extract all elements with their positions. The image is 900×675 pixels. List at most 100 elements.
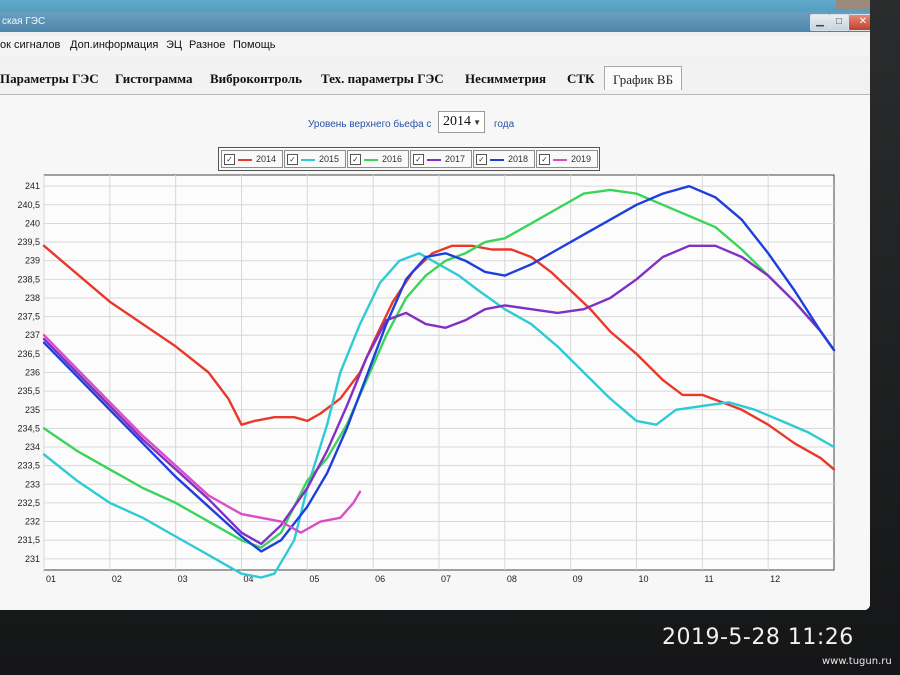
y-tick-label: 238,5 bbox=[17, 274, 40, 284]
minimize-button[interactable]: ▁ bbox=[810, 14, 830, 31]
tab-asymmetry[interactable]: Несимметрия bbox=[465, 71, 547, 86]
y-tick-label: 239 bbox=[25, 256, 40, 266]
x-tick-label: 10 bbox=[639, 574, 649, 584]
series-line-2016 bbox=[42, 188, 836, 549]
series-line-2019 bbox=[42, 334, 362, 534]
chevron-down-icon[interactable]: ▼ bbox=[473, 118, 481, 127]
legend-label: 2017 bbox=[445, 154, 466, 164]
legend-swatch bbox=[238, 159, 252, 161]
title-bar[interactable]: ская ГЭС ▁ □ ✕ bbox=[0, 12, 870, 32]
x-tick-label: 09 bbox=[573, 574, 583, 584]
y-tick-label: 231,5 bbox=[17, 535, 40, 545]
checkmark-icon[interactable]: ✓ bbox=[413, 154, 424, 165]
level-label: Уровень верхнего бьефа с bbox=[308, 119, 432, 130]
y-tick-label: 237,5 bbox=[17, 312, 40, 322]
legend-item-2016[interactable]: ✓ 2016 bbox=[347, 150, 409, 168]
legend-swatch bbox=[301, 159, 315, 161]
y-tick-label: 240 bbox=[25, 218, 40, 228]
minimize-icon: ▁ bbox=[816, 16, 824, 27]
checkmark-icon[interactable]: ✓ bbox=[539, 154, 550, 165]
legend-label: 2018 bbox=[508, 154, 529, 164]
watermark: www.tugun.ru bbox=[822, 656, 892, 667]
y-tick-label: 231 bbox=[25, 554, 40, 564]
chart-legend: ✓ 2014 ✓ 2015 ✓ 2016 ✓ bbox=[218, 147, 600, 171]
tab-bar: Параметры ГЭС Гистограмма Виброконтроль … bbox=[0, 64, 870, 95]
legend-swatch bbox=[427, 159, 441, 161]
checkmark-icon[interactable]: ✓ bbox=[224, 154, 235, 165]
y-tick-label: 235,5 bbox=[17, 386, 40, 396]
y-tick-label: 238 bbox=[25, 293, 40, 303]
y-tick-label: 234 bbox=[25, 442, 40, 452]
x-tick-label: 07 bbox=[441, 574, 451, 584]
x-tick-label: 05 bbox=[309, 574, 319, 584]
y-tick-label: 240,5 bbox=[17, 200, 40, 210]
close-icon: ✕ bbox=[858, 16, 868, 27]
x-tick-label: 03 bbox=[178, 574, 188, 584]
x-tick-label: 08 bbox=[507, 574, 517, 584]
desktop-shortcut-icon[interactable] bbox=[836, 0, 870, 10]
legend-item-2014[interactable]: ✓ 2014 bbox=[221, 150, 283, 168]
series-line-2014 bbox=[42, 244, 836, 471]
y-tick-label: 235 bbox=[25, 405, 40, 415]
y-tick-label: 239,5 bbox=[17, 237, 40, 247]
maximize-button[interactable]: □ bbox=[829, 14, 849, 31]
y-tick-label: 232 bbox=[25, 517, 40, 527]
tab-stk[interactable]: СТК bbox=[567, 71, 595, 86]
tab-upper-pool-chart[interactable]: График ВБ bbox=[604, 66, 683, 90]
y-tick-label: 233 bbox=[25, 479, 40, 489]
tab-histogram[interactable]: Гистограмма bbox=[115, 71, 193, 86]
legend-label: 2014 bbox=[256, 154, 277, 164]
menu-bar: ок сигналов Доп.информация ЭЦ Разное Пом… bbox=[0, 36, 870, 56]
y-tick-label: 241 bbox=[25, 181, 40, 191]
year-dropdown[interactable]: 2014 ▼ bbox=[438, 111, 485, 133]
x-tick-label: 11 bbox=[704, 574, 713, 584]
series-line-2018 bbox=[42, 185, 836, 553]
legend-label: 2019 bbox=[571, 154, 592, 164]
y-tick-label: 232,5 bbox=[17, 498, 40, 508]
legend-item-2018[interactable]: ✓ 2018 bbox=[473, 150, 535, 168]
series-line-2017 bbox=[42, 244, 836, 546]
legend-item-2019[interactable]: ✓ 2019 bbox=[536, 150, 598, 168]
chart-panel: Уровень верхнего бьефа с 2014 ▼ года ✓ 2… bbox=[0, 95, 870, 610]
checkmark-icon[interactable]: ✓ bbox=[287, 154, 298, 165]
legend-item-2015[interactable]: ✓ 2015 bbox=[284, 150, 346, 168]
x-tick-label: 06 bbox=[375, 574, 385, 584]
menu-ec[interactable]: ЭЦ bbox=[166, 39, 183, 51]
screen: ская ГЭС ▁ □ ✕ ок сигналов Доп.информаци… bbox=[0, 0, 870, 610]
y-tick-label: 233,5 bbox=[17, 461, 40, 471]
water-level-chart: 241 240,5 240 239,5 239 238,5 238 237,5 237 236,5… bbox=[17, 174, 836, 584]
legend-swatch bbox=[364, 159, 378, 161]
legend-item-2017[interactable]: ✓ 2017 bbox=[410, 150, 472, 168]
x-tick-label: 01 bbox=[46, 574, 56, 584]
menu-misc[interactable]: Разное bbox=[189, 39, 226, 51]
legend-swatch bbox=[553, 159, 567, 161]
close-button[interactable]: ✕ bbox=[848, 14, 870, 31]
year-suffix-label: года bbox=[494, 119, 515, 130]
window-title: ская ГЭС bbox=[2, 16, 46, 27]
maximize-icon: □ bbox=[835, 16, 843, 27]
y-tick-label: 237 bbox=[25, 330, 40, 340]
tab-vibration[interactable]: Виброконтроль bbox=[210, 71, 302, 86]
y-tick-label: 236,5 bbox=[17, 349, 40, 359]
tab-hps-params[interactable]: Параметры ГЭС bbox=[0, 71, 99, 86]
legend-label: 2016 bbox=[382, 154, 403, 164]
menu-signals[interactable]: ок сигналов bbox=[0, 39, 61, 51]
x-tick-label: 04 bbox=[244, 574, 254, 584]
year-value: 2014 bbox=[443, 114, 471, 129]
menu-help[interactable]: Помощь bbox=[233, 39, 276, 51]
x-tick-label: 12 bbox=[770, 574, 780, 584]
photo-timestamp: 2019-5-28 11:26 bbox=[662, 625, 854, 650]
series-line-2015 bbox=[42, 252, 836, 579]
x-tick-label: 02 bbox=[112, 574, 122, 584]
legend-label: 2015 bbox=[319, 154, 340, 164]
y-tick-label: 234,5 bbox=[17, 423, 40, 433]
legend-swatch bbox=[490, 159, 504, 161]
chart-area: 241 240,5 240 239,5 239 238,5 238 237,5 237 236,5… bbox=[0, 173, 870, 610]
tab-tech-params[interactable]: Тех. параметры ГЭС bbox=[321, 71, 444, 86]
checkmark-icon[interactable]: ✓ bbox=[476, 154, 487, 165]
y-tick-label: 236 bbox=[25, 368, 40, 378]
app-window: ская ГЭС ▁ □ ✕ ок сигналов Доп.информаци… bbox=[0, 12, 870, 610]
menu-extra-info[interactable]: Доп.информация bbox=[70, 39, 159, 51]
checkmark-icon[interactable]: ✓ bbox=[350, 154, 361, 165]
